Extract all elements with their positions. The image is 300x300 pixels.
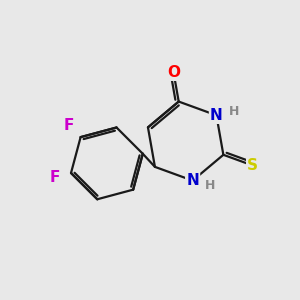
- Text: N: N: [210, 108, 223, 123]
- Text: H: H: [205, 178, 215, 192]
- Text: O: O: [167, 65, 180, 80]
- Text: N: N: [186, 173, 199, 188]
- Text: F: F: [64, 118, 74, 133]
- Text: F: F: [50, 170, 60, 185]
- Text: S: S: [247, 158, 258, 173]
- Text: H: H: [229, 105, 239, 118]
